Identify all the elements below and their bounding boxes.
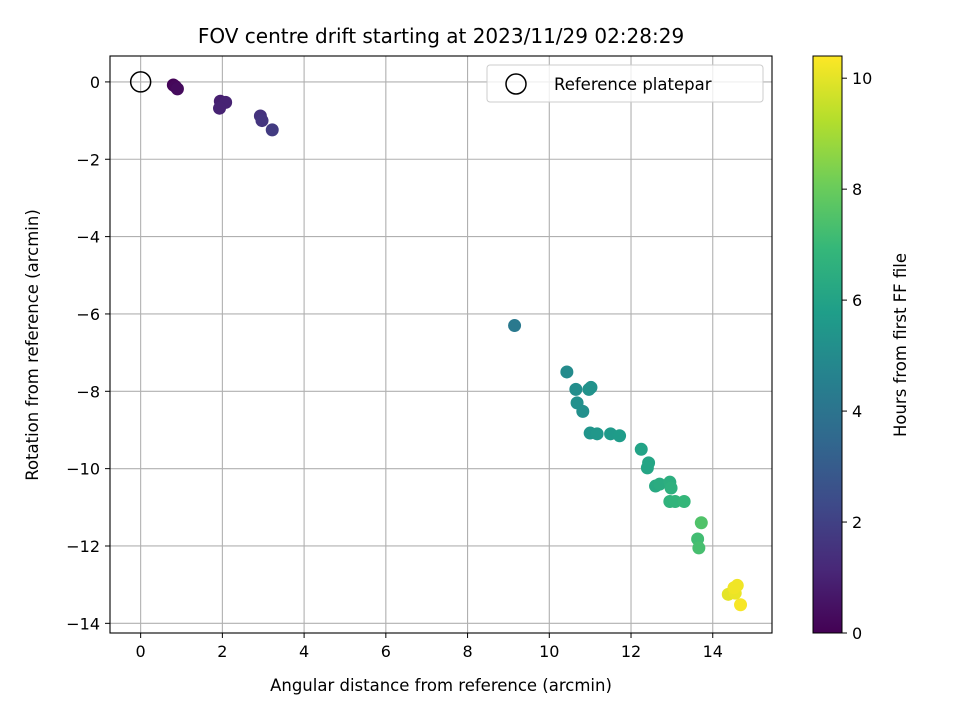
data-point (590, 427, 604, 441)
data-point (664, 481, 678, 495)
colorbar-ticks: 0 2 4 6 8 10 (842, 69, 872, 643)
data-point (734, 598, 748, 612)
data-point (653, 477, 667, 491)
x-tick-label: 12 (621, 642, 641, 661)
data-point (576, 404, 590, 418)
x-tick-label: 4 (299, 642, 309, 661)
plot-area: 0 2 4 6 8 10 12 14 0 −2 −4 −6 −8 −10 −12 −14 (66, 55, 773, 661)
data-point (584, 380, 598, 394)
y-tick-label: −8 (76, 382, 100, 401)
colorbar: 0 2 4 6 8 10 Hours from first FF file (812, 55, 910, 643)
y-tick-label: −2 (76, 150, 100, 169)
colorbar-tick-label: 10 (852, 69, 872, 88)
data-point (569, 382, 583, 396)
legend-box (486, 64, 764, 103)
y-tick-label: −14 (66, 614, 100, 633)
x-tick-label: 6 (381, 642, 391, 661)
data-point (255, 114, 269, 128)
colorbar-tick-label: 2 (852, 513, 862, 532)
data-point (560, 365, 574, 379)
y-tick-label: 0 (90, 73, 100, 92)
data-point (634, 442, 648, 456)
colorbar-tick-label: 0 (852, 624, 862, 643)
reference-point (129, 71, 152, 93)
x-tick-label: 0 (136, 642, 146, 661)
legend-label-reference: Reference platepar (554, 75, 712, 94)
legend: Reference platepar (486, 64, 764, 103)
plot-background (110, 56, 772, 633)
colorbar-tick-label: 4 (852, 402, 862, 421)
colorbar-tick-label: 8 (852, 180, 862, 199)
y-axis-ticks: 0 −2 −4 −6 −8 −10 −12 −14 (66, 73, 110, 633)
y-axis-title: Rotation from reference (arcmin) (23, 209, 42, 481)
data-point (213, 101, 227, 115)
y-tick-label: −12 (66, 537, 100, 556)
plot-frame (109, 55, 773, 634)
y-tick-label: −4 (76, 228, 100, 247)
colorbar-gradient (812, 55, 843, 634)
colorbar-tick-label: 6 (852, 291, 862, 310)
y-tick-label: −10 (66, 460, 100, 479)
chart-title: FOV centre drift starting at 2023/11/29 … (198, 24, 684, 48)
data-point (668, 495, 682, 509)
data-point (692, 541, 706, 555)
data-point (265, 123, 279, 137)
x-axis-ticks: 0 2 4 6 8 10 12 14 (136, 633, 723, 661)
data-point (727, 581, 741, 595)
grid-lines (110, 56, 772, 633)
x-tick-label: 10 (539, 642, 559, 661)
x-axis-title: Angular distance from reference (arcmin) (270, 676, 612, 695)
data-point (640, 461, 654, 475)
data-point (694, 516, 708, 530)
data-point (508, 319, 522, 333)
colorbar-title: Hours from first FF file (891, 253, 910, 437)
legend-marker-reference (505, 73, 527, 95)
x-tick-label: 8 (462, 642, 472, 661)
data-points (129, 71, 748, 612)
data-point (170, 82, 184, 96)
y-tick-label: −6 (76, 305, 100, 324)
x-tick-label: 14 (703, 642, 723, 661)
data-point (677, 495, 691, 509)
data-point (613, 429, 627, 443)
x-tick-label: 2 (217, 642, 227, 661)
